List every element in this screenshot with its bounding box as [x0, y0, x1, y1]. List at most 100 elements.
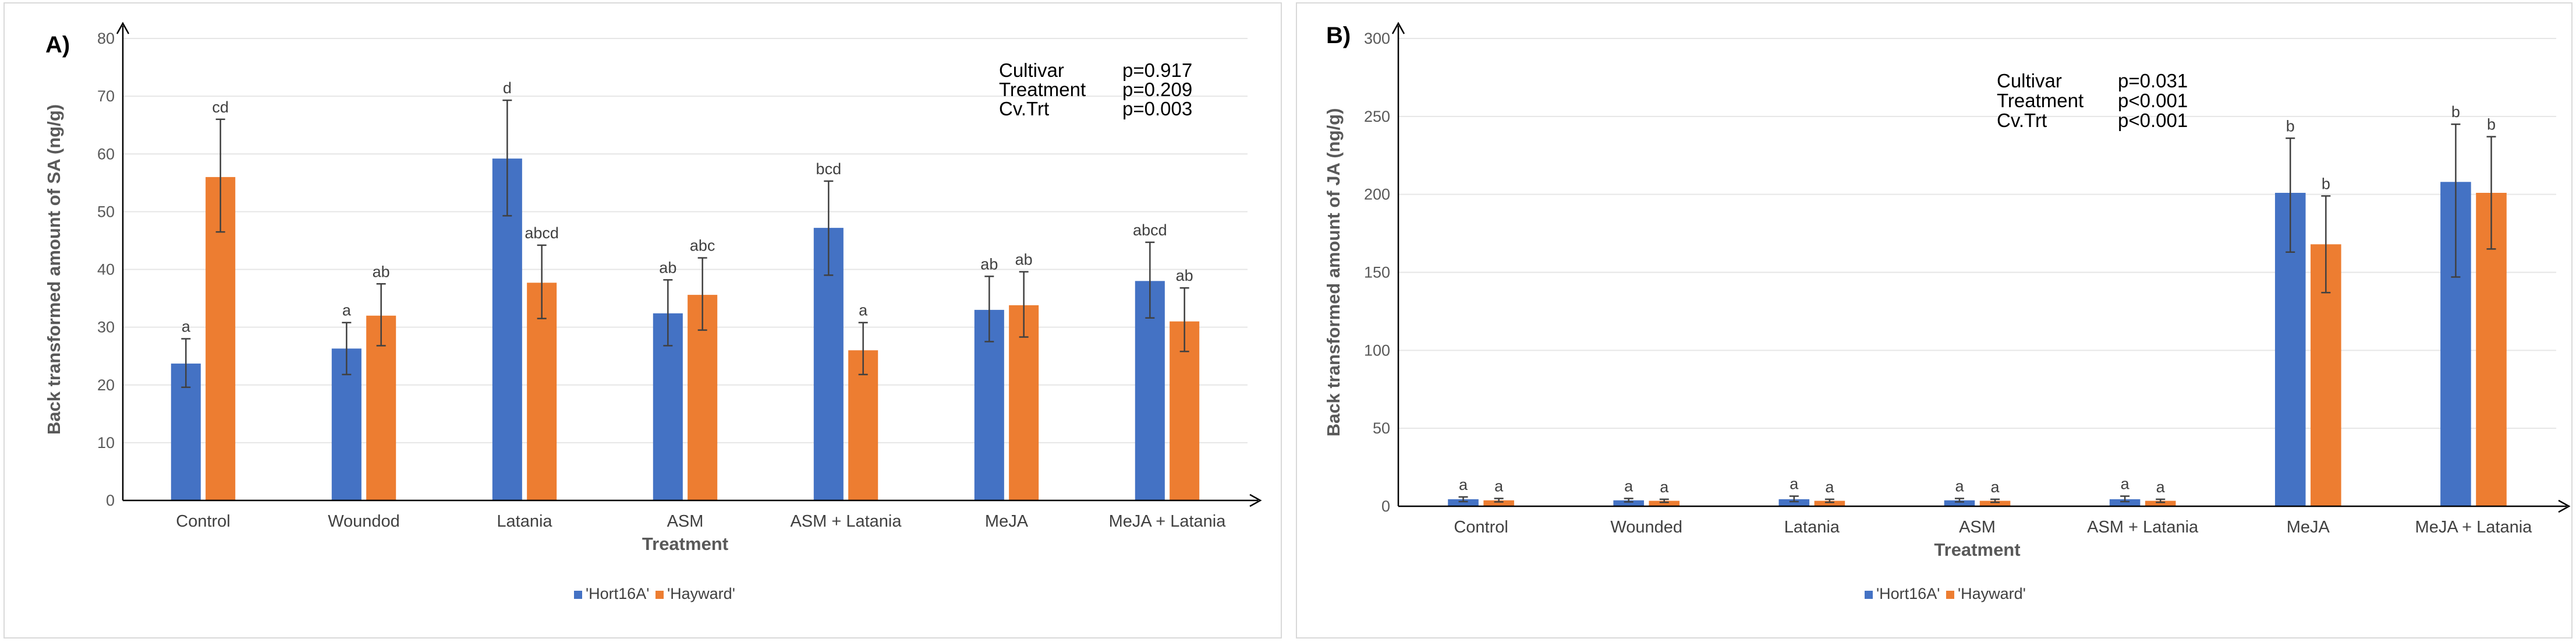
chart-panel-ja: 0 50 100 150 200 250 300 a a Control a a Wounded a a La… [1296, 2, 2573, 639]
significance-letter: ab [1176, 267, 1193, 284]
stat-p-value: p=0.031 [2118, 70, 2188, 91]
y-tick-label: 0 [106, 492, 115, 509]
significance-letter: b [2451, 103, 2460, 121]
x-tick-label: MeJA [985, 512, 1029, 531]
significance-letter: a [1825, 478, 1834, 496]
bar [1649, 500, 1680, 506]
legend-swatch-hayward [655, 591, 664, 599]
legend-label-hayward: 'Hayward' [1958, 585, 2026, 602]
stat-term: Cv.Trt [1997, 110, 2047, 131]
y-tick-label: 60 [97, 145, 115, 163]
legend-label-hayward: 'Hayward' [667, 585, 735, 602]
significance-letter: a [1459, 476, 1468, 493]
bar [1448, 499, 1479, 506]
significance-letter: ab [1015, 251, 1033, 268]
stat-p-value: p=0.917 [1122, 59, 1192, 81]
bar [2145, 500, 2176, 506]
y-tick-label: 0 [1381, 498, 1390, 515]
chart-panel-sa: 0 10 20 30 40 50 60 70 80 a cd Control a ab Woundod d ab… [3, 2, 1282, 639]
y-tick-label: 50 [97, 203, 115, 220]
significance-letter: b [2487, 116, 2496, 133]
stat-p-value: p<0.001 [2118, 90, 2188, 111]
stat-p-value: p=0.209 [1122, 79, 1192, 100]
y-tick-label: 70 [97, 87, 115, 105]
significance-letter: b [2322, 175, 2330, 192]
y-axis-title: Back transformed amount of SA (ng/g) [44, 104, 64, 435]
significance-letter: a [1494, 478, 1504, 495]
x-tick-label: MeJA [2287, 518, 2330, 537]
y-tick-label: 200 [1364, 186, 1390, 203]
y-axis-arrow [1391, 22, 1405, 34]
significance-letter: cd [212, 98, 229, 116]
y-axis-title: Back transformed amount of JA (ng/g) [1323, 108, 1344, 437]
stat-term: Treatment [999, 79, 1086, 100]
x-axis-arrow [1249, 493, 1262, 507]
legend-swatch-hayward [1946, 591, 1954, 599]
y-tick-label: 300 [1364, 30, 1390, 47]
bar [848, 350, 878, 500]
y-tick-label: 30 [97, 319, 115, 336]
legend-swatch-hort16a [1865, 591, 1873, 599]
significance-letter: ab [373, 263, 390, 280]
x-axis-arrow [2558, 499, 2571, 513]
bar [1979, 500, 2011, 506]
significance-letter: a [1790, 475, 1799, 493]
bar [366, 315, 396, 500]
significance-letter: a [342, 302, 352, 319]
stat-p-value: p=0.003 [1122, 98, 1192, 119]
stat-term: Cultivar [999, 59, 1064, 81]
bar [1613, 500, 1644, 506]
legend-label-hort16a: 'Hort16A' [586, 585, 649, 602]
y-tick-label: 10 [97, 434, 115, 451]
significance-letter: abcd [525, 224, 559, 242]
legend-swatch-hort16a [574, 591, 582, 599]
significance-letter: abc [690, 237, 715, 255]
y-tick-label: 100 [1364, 341, 1390, 359]
x-tick-label: ASM + Latania [2087, 518, 2199, 537]
x-tick-label: Wounded [1610, 518, 1682, 537]
bar [2109, 499, 2141, 506]
chart-ja-svg: 0 50 100 150 200 250 300 a a Control a a Wounded a a La… [1323, 22, 2571, 602]
significance-letter: a [2121, 475, 2130, 493]
x-tick-label: Woundod [328, 512, 400, 531]
y-tick-label: 20 [97, 376, 115, 394]
y-tick-label: 80 [97, 30, 115, 47]
chart-sa-svg: 01020304050607080acdControlaabWoundoddab… [44, 22, 1262, 602]
significance-letter: a [859, 302, 868, 319]
bar [1778, 499, 1810, 506]
x-tick-label: ASM [1959, 518, 1996, 537]
significance-letter: ab [659, 259, 676, 276]
x-tick-label: Latania [497, 512, 552, 531]
x-tick-label: MeJA + Latania [1109, 512, 1227, 531]
stat-term: Cultivar [1997, 70, 2062, 91]
x-tick-label: MeJA + Latania [2415, 518, 2533, 537]
bar [1944, 500, 1975, 506]
y-axis-arrow [116, 22, 130, 34]
significance-letter: a [1660, 478, 1669, 496]
significance-letter: a [182, 318, 191, 335]
stat-term: Treatment [1997, 90, 2084, 111]
significance-letter: d [503, 79, 512, 97]
significance-letter: b [2286, 117, 2295, 135]
y-tick-label: 50 [1373, 419, 1390, 437]
significance-letter: ab [980, 255, 998, 273]
significance-letter: a [1991, 478, 2000, 496]
bar [1814, 500, 1845, 506]
y-tick-label: 250 [1364, 108, 1390, 125]
bar [1483, 500, 1514, 506]
significance-letter: a [1955, 478, 1964, 495]
panel-label: B) [1326, 23, 1351, 48]
panel-label: A) [45, 32, 70, 58]
y-tick-label: 40 [97, 261, 115, 278]
legend-label-hort16a: 'Hort16A' [1876, 585, 1940, 602]
x-tick-label: Control [1454, 518, 1508, 537]
y-tick-label: 150 [1364, 264, 1390, 281]
x-axis-title: Treatment [1934, 539, 2020, 560]
bar [1009, 305, 1039, 500]
x-axis-title: Treatment [642, 534, 728, 554]
stat-term: Cv.Trt [999, 98, 1049, 119]
x-tick-label: Latania [1784, 518, 1840, 537]
significance-letter: bcd [816, 160, 842, 178]
stat-p-value: p<0.001 [2118, 110, 2188, 131]
significance-letter: a [2156, 478, 2166, 496]
